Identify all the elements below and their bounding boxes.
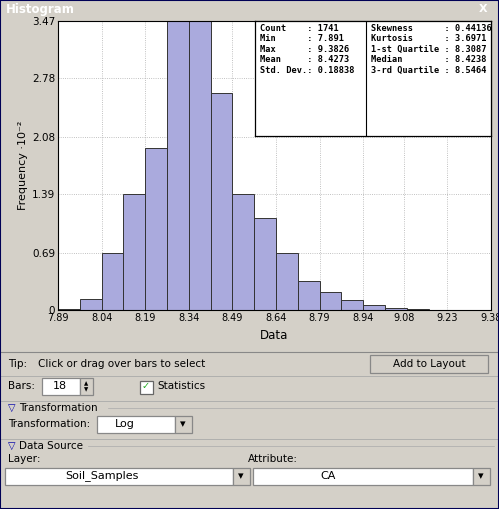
Bar [276, 252, 298, 310]
Bar [407, 309, 429, 310]
Text: 18: 18 [53, 381, 67, 391]
Bar [233, 194, 254, 310]
FancyBboxPatch shape [473, 468, 490, 485]
Bar [123, 194, 145, 310]
Bar [319, 292, 341, 310]
FancyBboxPatch shape [80, 378, 93, 395]
Text: Transformation: Transformation [19, 403, 98, 413]
Text: ▽: ▽ [8, 441, 15, 451]
FancyBboxPatch shape [42, 378, 80, 395]
Text: Bars:: Bars: [8, 381, 35, 391]
Text: ▽: ▽ [8, 403, 15, 413]
Y-axis label: Frequency ·10⁻²: Frequency ·10⁻² [18, 121, 28, 210]
Text: Click or drag over bars to select: Click or drag over bars to select [38, 359, 205, 369]
Text: Attribute:: Attribute: [248, 454, 298, 464]
Bar [341, 300, 363, 310]
Bar [145, 148, 167, 310]
Text: ▲: ▲ [84, 382, 88, 386]
FancyBboxPatch shape [370, 355, 488, 373]
Bar [298, 281, 319, 310]
Bar [58, 308, 80, 310]
FancyBboxPatch shape [140, 381, 153, 394]
Text: ▾: ▾ [478, 471, 484, 481]
Text: Statistics: Statistics [157, 381, 205, 391]
Bar [80, 299, 102, 310]
Text: ✓: ✓ [142, 381, 150, 391]
Text: Log: Log [115, 419, 135, 429]
Text: Histogram: Histogram [5, 3, 74, 15]
Text: ▼: ▼ [84, 387, 88, 392]
Text: ▾: ▾ [180, 419, 186, 429]
Text: CA: CA [320, 471, 335, 481]
Bar [254, 218, 276, 310]
FancyBboxPatch shape [175, 416, 192, 433]
Bar [363, 305, 385, 310]
Bar [102, 252, 123, 310]
Text: ▾: ▾ [238, 471, 244, 481]
Text: Layer:: Layer: [8, 454, 40, 464]
FancyBboxPatch shape [253, 468, 473, 485]
Text: Add to Layout: Add to Layout [393, 359, 465, 369]
Text: X: X [479, 4, 487, 14]
Bar [189, 20, 211, 310]
Bar [385, 308, 407, 310]
Text: Skewness      : 0.44136
Kurtosis      : 3.6971
1-st Quartile : 8.3087
Median    : Skewness : 0.44136 Kurtosis : 3.6971 1-s… [371, 24, 492, 75]
Text: Tip:: Tip: [8, 359, 27, 369]
Text: Soil_Samples: Soil_Samples [65, 470, 138, 482]
Bar [167, 20, 189, 310]
FancyBboxPatch shape [5, 468, 233, 485]
X-axis label: Data: Data [260, 329, 289, 342]
FancyBboxPatch shape [233, 468, 250, 485]
Text: Data Source: Data Source [19, 441, 83, 451]
Text: Transformation:: Transformation: [8, 419, 90, 429]
FancyBboxPatch shape [97, 416, 175, 433]
Bar [211, 93, 233, 310]
Text: Count    : 1741
Min      : 7.891
Max      : 9.3826
Mean     : 8.4273
Std. Dev.: : Count : 1741 Min : 7.891 Max : 9.3826 Me… [260, 24, 354, 75]
